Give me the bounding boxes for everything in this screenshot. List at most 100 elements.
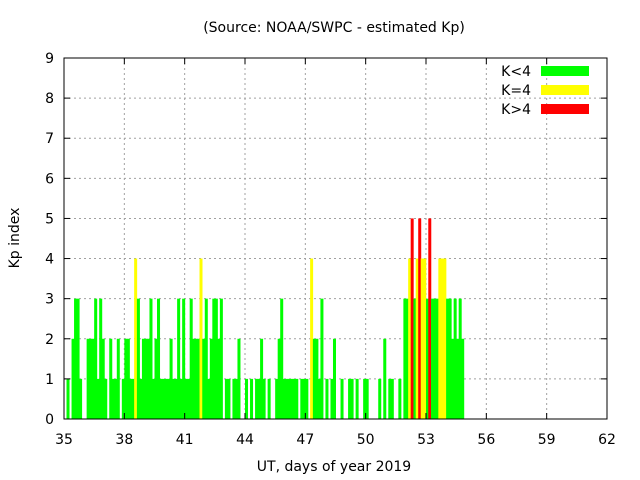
kp-bar — [315, 338, 319, 419]
kp-bar — [415, 258, 419, 419]
kp-bar — [443, 258, 447, 419]
kp-bar — [94, 298, 98, 419]
kp-bar — [365, 378, 369, 419]
kp-bar — [426, 298, 430, 419]
kp-bar — [79, 378, 83, 419]
kp-bar — [245, 378, 249, 419]
y-tick-label: 4 — [45, 252, 54, 268]
x-tick-label: 35 — [55, 432, 73, 448]
legend-swatch — [541, 104, 589, 114]
kp-bar — [295, 378, 299, 419]
kp-bar — [227, 378, 231, 419]
x-tick-label: 38 — [115, 432, 133, 448]
kp-bar — [169, 338, 173, 419]
kp-bar — [136, 298, 140, 419]
kp-bar — [423, 258, 427, 419]
kp-bar — [237, 338, 241, 419]
kp-bar — [224, 378, 228, 419]
y-tick-label: 7 — [45, 131, 54, 147]
kp-bar — [234, 378, 238, 419]
kp-bar — [255, 378, 259, 419]
legend-label: K=4 — [501, 83, 531, 99]
y-tick-label: 8 — [45, 91, 54, 107]
kp-bar — [287, 378, 291, 419]
kp-bar — [420, 258, 424, 419]
kp-bar — [162, 378, 166, 419]
kp-bar — [300, 378, 304, 419]
kp-bar — [209, 338, 213, 419]
x-axis-label: UT, days of year 2019 — [257, 459, 411, 475]
kp-bar — [151, 378, 155, 419]
kp-bar — [101, 338, 105, 419]
kp-bar — [250, 378, 254, 419]
y-tick-label: 0 — [45, 412, 54, 428]
kp-bar — [378, 378, 382, 419]
y-tick-label: 2 — [45, 332, 54, 348]
kp-bar — [114, 378, 118, 419]
kp-bar — [86, 338, 90, 419]
kp-bar — [199, 258, 203, 419]
kp-bar — [325, 378, 329, 419]
x-tick-label: 44 — [236, 432, 254, 448]
kp-bar — [267, 378, 271, 419]
kp-bar — [431, 298, 435, 419]
kp-bar — [456, 338, 460, 419]
y-tick-label: 6 — [45, 171, 54, 187]
legend-label: K>4 — [501, 102, 531, 118]
kp-bar — [91, 338, 95, 419]
kp-bar — [179, 378, 183, 419]
kp-bar — [71, 338, 75, 419]
kp-bar — [440, 258, 444, 419]
kp-bar — [202, 338, 206, 419]
kp-bar — [448, 298, 452, 419]
kp-bar — [332, 338, 336, 419]
x-tick-label: 56 — [477, 432, 495, 448]
kp-bar — [413, 298, 417, 419]
kp-bar — [111, 378, 115, 419]
x-tick-label: 50 — [357, 432, 375, 448]
kp-bar — [302, 378, 306, 419]
y-tick-label: 5 — [45, 211, 54, 227]
kp-bar — [157, 298, 161, 419]
kp-bar — [194, 338, 198, 419]
kp-bar — [446, 298, 450, 419]
kp-bar — [172, 378, 176, 419]
kp-bar — [204, 298, 208, 419]
kp-bar — [212, 298, 216, 419]
kp-bar — [260, 338, 264, 419]
bar-series — [66, 218, 465, 419]
kp-bar — [388, 378, 392, 419]
kp-bar — [290, 378, 294, 419]
kp-bar — [257, 378, 261, 419]
kp-bar — [131, 378, 135, 419]
kp-bar — [154, 338, 158, 419]
kp-bar — [219, 298, 223, 419]
kp-bar — [182, 298, 186, 419]
chart-title: (Source: NOAA/SWPC - estimated Kp) — [203, 20, 465, 36]
kp-bar — [116, 338, 120, 419]
kp-bar — [403, 298, 407, 419]
legend-swatch — [541, 85, 589, 95]
legend-swatch — [541, 66, 589, 76]
kp-bar — [390, 378, 394, 419]
kp-bar — [141, 338, 145, 419]
x-axis-ticks: 35 38 41 44 47 50 53 56 59 62 — [55, 58, 616, 448]
kp-bar — [109, 338, 113, 419]
kp-bar — [149, 298, 153, 419]
kp-bar — [89, 338, 93, 419]
kp-bar — [121, 378, 125, 419]
kp-bar — [348, 378, 352, 419]
kp-bar — [189, 298, 193, 419]
x-tick-label: 41 — [176, 432, 194, 448]
kp-bar — [285, 378, 289, 419]
kp-bar — [282, 378, 286, 419]
kp-bar — [139, 378, 143, 419]
x-tick-label: 47 — [296, 432, 314, 448]
kp-bar — [207, 378, 211, 419]
legend-label: K<4 — [501, 64, 531, 80]
kp-bar — [453, 298, 457, 419]
kp-bar — [124, 338, 128, 419]
kp-bar — [159, 378, 163, 419]
kp-bar — [232, 378, 236, 419]
